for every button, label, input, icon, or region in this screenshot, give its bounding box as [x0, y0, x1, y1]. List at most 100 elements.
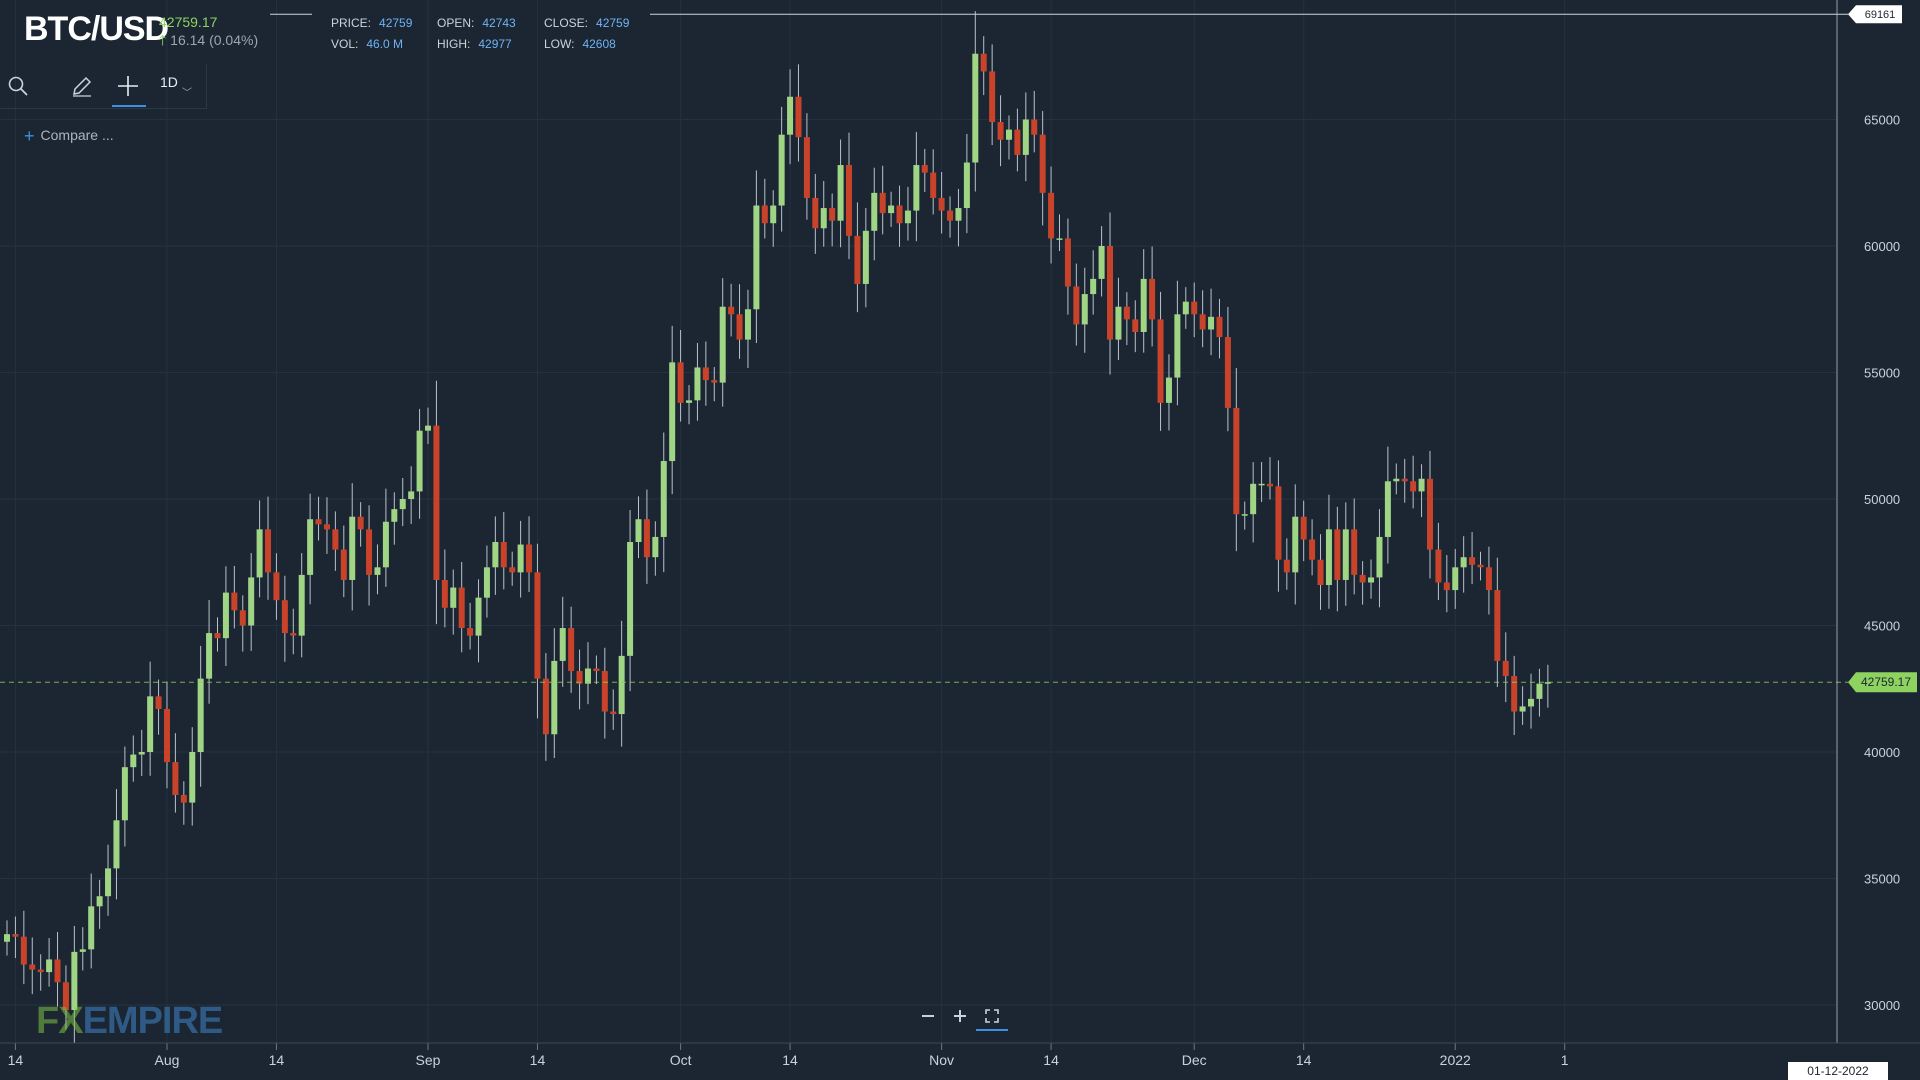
candle — [399, 478, 406, 527]
candle-body — [601, 671, 608, 712]
zoom-in-button[interactable] — [944, 1003, 976, 1029]
candle — [239, 595, 246, 652]
candle — [1401, 458, 1408, 503]
candle — [677, 329, 684, 422]
candle — [20, 910, 27, 985]
candle-body — [37, 969, 44, 973]
x-axis: 14 Aug 14 Sep 14 Oct 14 Nov 14 Dec 14 2022 1 — [8, 1043, 1569, 1068]
zoom-out-button[interactable] — [912, 1003, 944, 1029]
candle-body — [1090, 278, 1097, 295]
candle-body — [542, 678, 549, 735]
search-button[interactable] — [2, 70, 34, 102]
x-tick-label: 14 — [8, 1052, 24, 1068]
x-tick-label: 14 — [1043, 1052, 1059, 1068]
candle-body — [366, 529, 373, 575]
candle — [542, 653, 549, 761]
candle — [972, 11, 979, 192]
candle-body — [12, 934, 19, 937]
candle-body — [1208, 316, 1215, 330]
candle-body — [147, 696, 154, 752]
candle — [1107, 212, 1114, 375]
candle-body — [551, 660, 558, 735]
candle — [62, 965, 69, 1030]
candle-body — [787, 96, 794, 135]
candle-body — [1107, 246, 1114, 340]
candle-body — [711, 380, 718, 383]
candle-body — [189, 752, 196, 803]
candle — [475, 579, 482, 663]
candle-body — [214, 633, 221, 639]
candle-body — [113, 820, 120, 869]
candle-body — [888, 205, 895, 214]
candle-body — [1081, 294, 1088, 325]
candle — [307, 493, 314, 605]
candle — [1064, 218, 1071, 315]
candle — [1393, 463, 1400, 495]
candle — [1511, 655, 1518, 736]
candle — [1098, 226, 1105, 297]
candle-body — [1317, 559, 1324, 586]
chevron-down-icon[interactable]: ﹀ — [182, 88, 192, 99]
candle — [963, 133, 970, 234]
candle — [425, 407, 431, 445]
candle — [627, 510, 634, 692]
zoom-controls — [912, 1003, 1010, 1031]
fullscreen-button[interactable] — [976, 1003, 1008, 1031]
candle — [1216, 298, 1223, 359]
candle-body — [1115, 306, 1122, 340]
candle-body — [997, 122, 1004, 140]
x-tick-label: Nov — [929, 1052, 954, 1068]
candle-body — [1426, 478, 1433, 550]
candle-body — [155, 696, 162, 709]
candle-body — [1443, 582, 1450, 591]
candle — [509, 551, 516, 586]
candle — [526, 516, 533, 592]
candle — [121, 746, 128, 847]
compare-button[interactable]: + Compare ... — [24, 126, 114, 147]
candle-body — [904, 210, 911, 224]
crosshair-button[interactable] — [112, 70, 146, 107]
candle — [1384, 446, 1391, 564]
fullscreen-icon — [985, 1009, 999, 1023]
candle — [1090, 250, 1097, 315]
candle-body — [1199, 314, 1206, 330]
candle-body — [846, 165, 852, 236]
candle — [265, 496, 272, 600]
candle-body — [820, 208, 827, 229]
current-price-label: 42759.17 — [1861, 675, 1911, 689]
candle-body — [744, 309, 751, 340]
candle — [854, 202, 861, 313]
plus-icon: + — [24, 126, 35, 146]
y-tick-label: 60000 — [1864, 239, 1900, 254]
candle — [1292, 484, 1299, 605]
timeframe-selector[interactable]: 1D — [160, 74, 178, 90]
candle-body — [71, 951, 78, 1011]
candle-body — [1418, 478, 1425, 492]
candle — [652, 521, 659, 576]
price-change-value: 16.14 (0.04%) — [170, 32, 259, 48]
candle-body — [441, 579, 448, 608]
candle-body — [989, 71, 996, 123]
candle — [155, 679, 162, 735]
candle-body — [1477, 564, 1484, 568]
candle — [795, 64, 802, 162]
candle — [812, 173, 819, 254]
candle — [904, 186, 911, 241]
candle-body — [1502, 660, 1509, 677]
candle — [1115, 277, 1122, 360]
crosshair-icon — [118, 76, 138, 96]
candle — [1368, 559, 1375, 599]
candle — [711, 367, 718, 402]
candle-body — [492, 542, 499, 568]
high-marker-tag — [1848, 5, 1902, 24]
candle — [778, 106, 785, 232]
draw-button[interactable] — [66, 70, 98, 102]
candle — [298, 553, 305, 658]
candle — [694, 343, 701, 421]
candle — [1250, 462, 1257, 543]
candle — [12, 916, 19, 959]
candle — [391, 492, 398, 545]
candle — [829, 193, 836, 247]
candle — [888, 191, 895, 227]
